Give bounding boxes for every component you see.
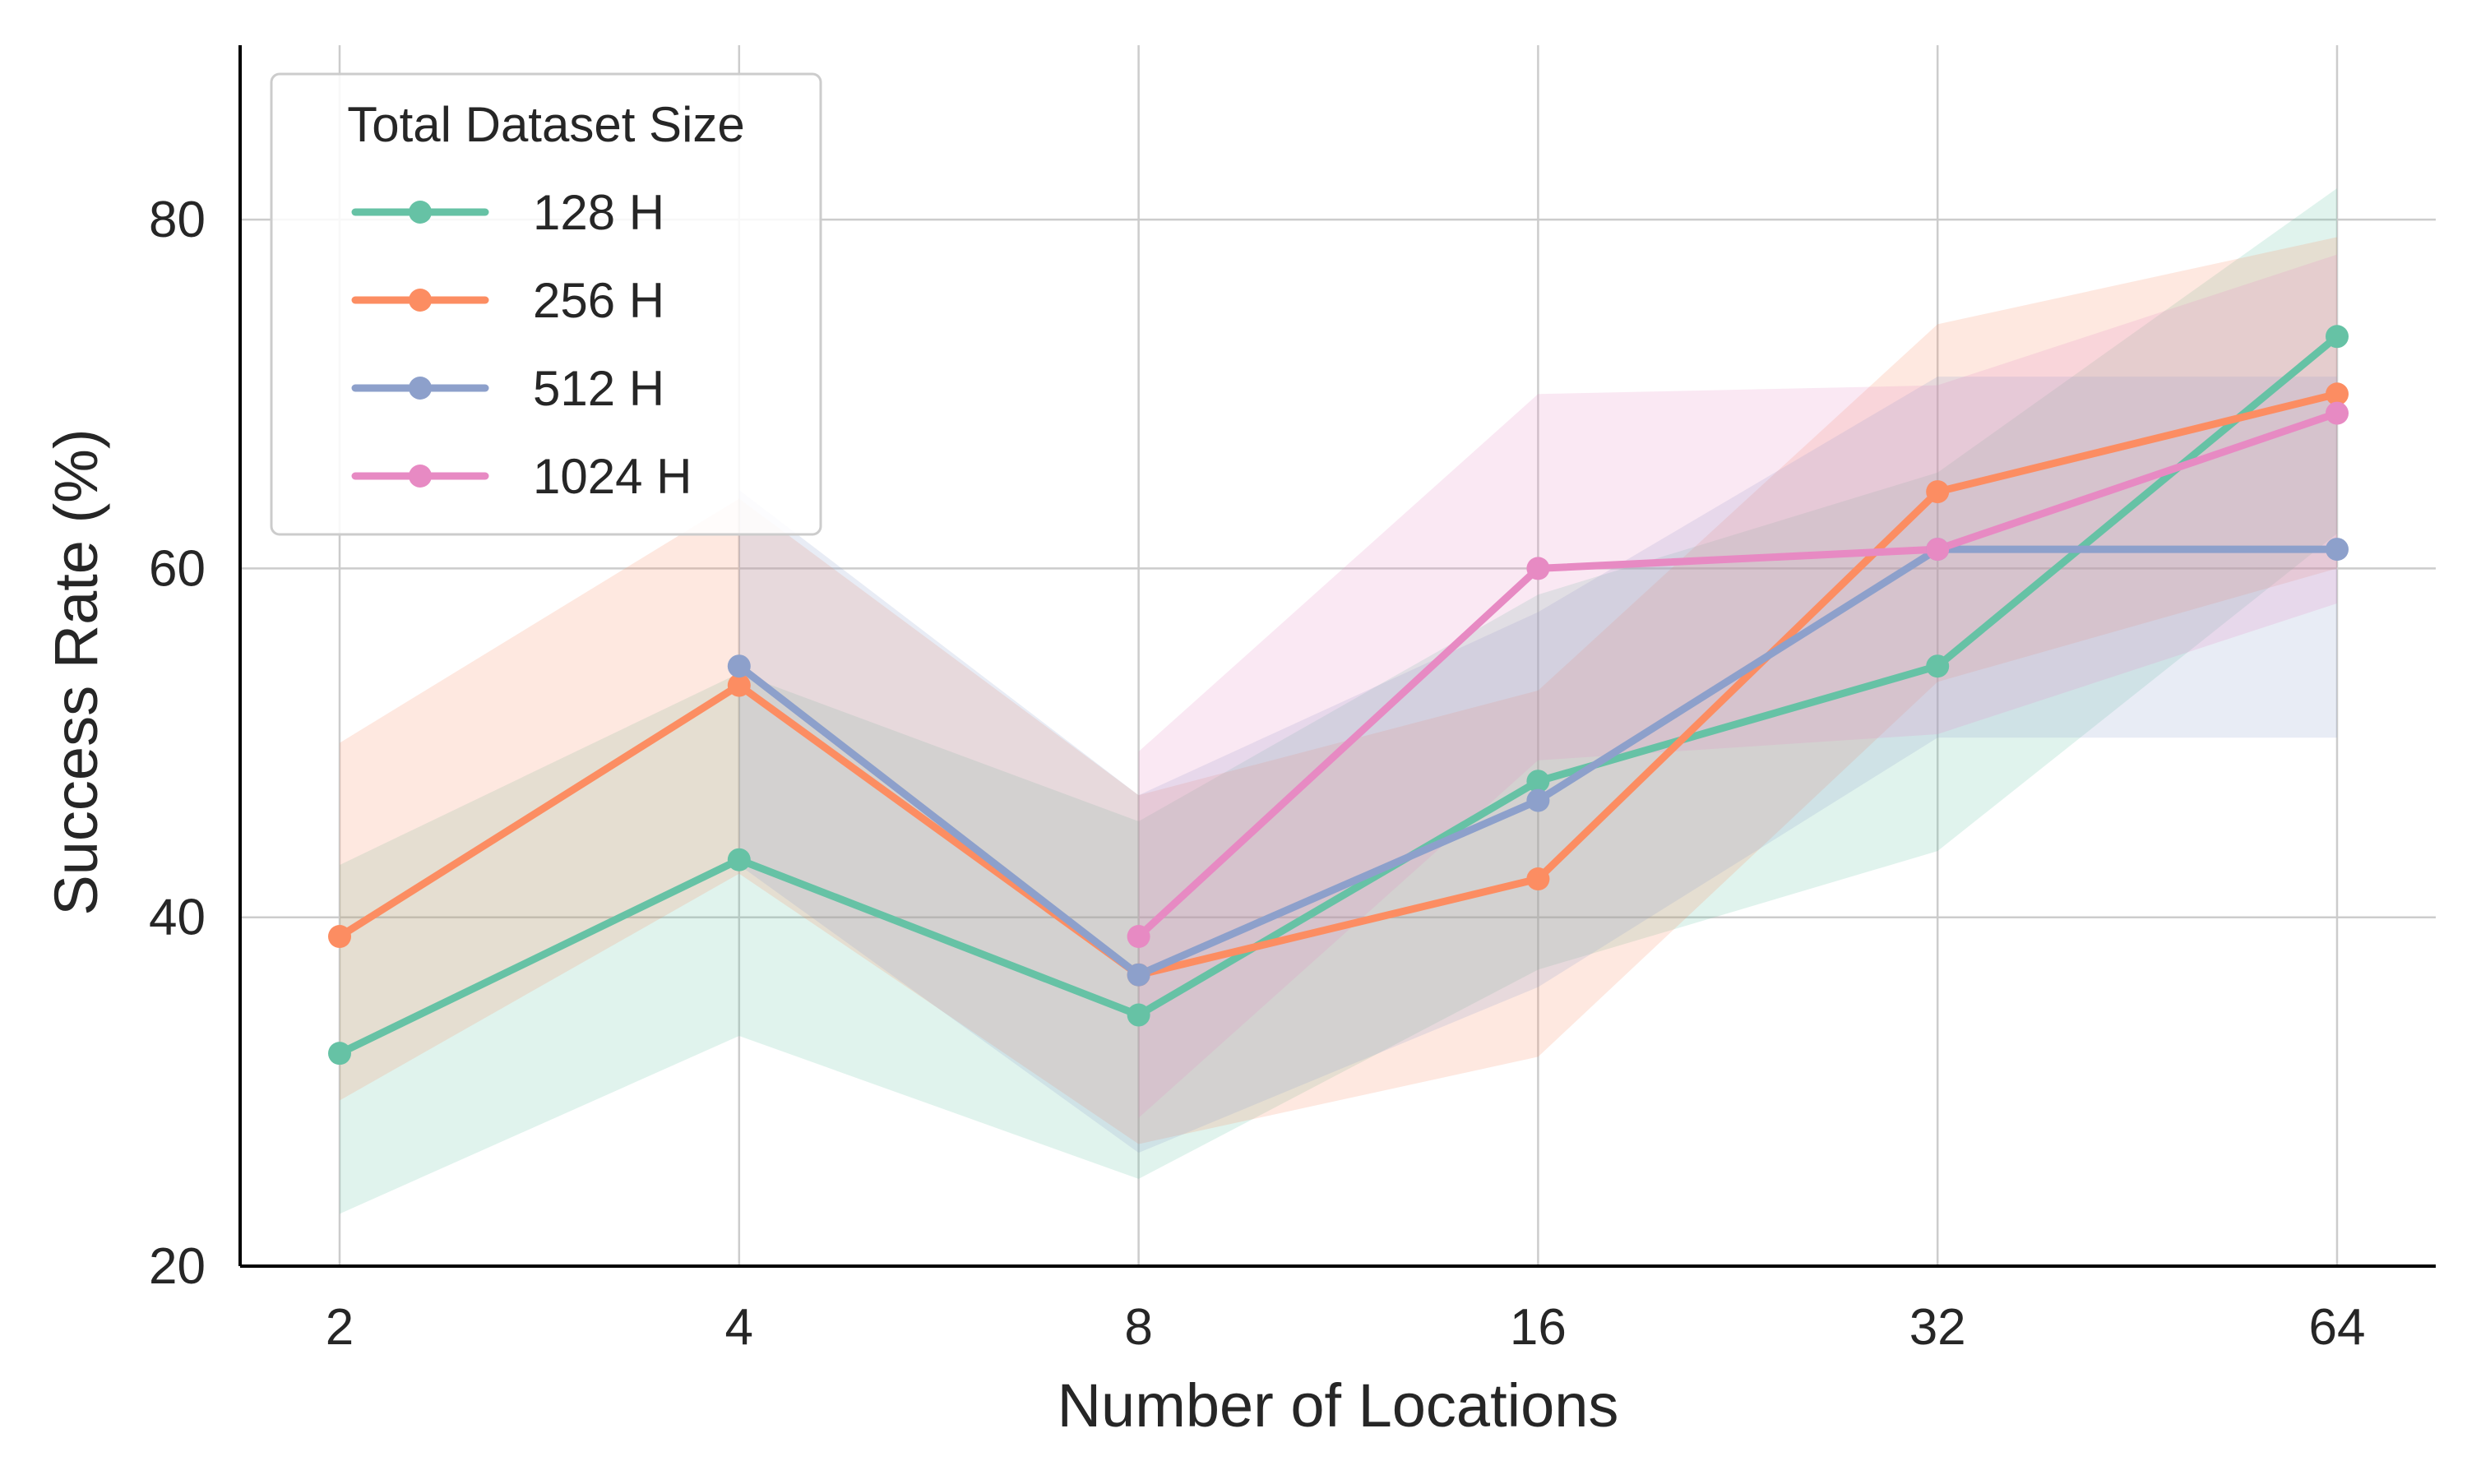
x-tick-label-8: 8 [1124, 1299, 1152, 1356]
point-512-h-64 [2326, 538, 2349, 562]
point-128-h-4 [727, 848, 751, 871]
legend-swatch-marker-128-h [409, 201, 432, 224]
axes [238, 45, 2436, 1268]
series-points [328, 325, 2349, 1066]
legend-swatch-marker-1024-h [409, 465, 432, 488]
tick-labels: 2 4 8 16 32 64 20 40 60 80 [149, 192, 2365, 1356]
x-tick-label-64: 64 [2309, 1299, 2366, 1356]
legend-items: 128 H 256 H 512 H 1024 H [351, 185, 692, 504]
legend-swatch-marker-256-h [409, 289, 432, 312]
point-128-h-2 [328, 1042, 351, 1066]
legend-label-1024-h: 1024 H [533, 449, 692, 504]
band-512-h [738, 377, 2337, 1153]
y-tick-label-40: 40 [149, 890, 206, 946]
legend-label-512-h: 512 H [533, 361, 664, 416]
point-256-h-2 [328, 925, 351, 949]
point-1024-h-32 [1926, 538, 1950, 562]
x-axis-title: Number of Locations [1058, 1371, 1619, 1440]
legend-box [270, 72, 822, 536]
legend-title: Total Dataset Size [347, 97, 745, 152]
point-256-h-16 [1526, 867, 1550, 891]
legend-label-128-h: 128 H [533, 185, 664, 240]
point-256-h-4 [727, 673, 751, 697]
point-1024-h-8 [1127, 925, 1150, 949]
point-512-h-16 [1526, 788, 1550, 812]
series-line-128-h [336, 332, 2341, 1057]
band-256-h [340, 237, 2337, 1144]
legend-swatch-marker-512-h [409, 377, 432, 400]
x-tick-label-2: 2 [326, 1299, 354, 1356]
x-tick-label-4: 4 [725, 1299, 753, 1356]
point-1024-h-16 [1526, 557, 1550, 580]
y-tick-label-80: 80 [149, 192, 206, 248]
point-128-h-64 [2326, 325, 2349, 349]
series-line-1024-h [1135, 409, 2341, 941]
legend-label-256-h: 256 H [533, 273, 664, 328]
point-128-h-16 [1526, 770, 1550, 793]
y-tick-label-20: 20 [149, 1238, 206, 1295]
point-1024-h-64 [2326, 401, 2349, 425]
point-512-h-4 [727, 654, 751, 678]
point-512-h-8 [1127, 963, 1150, 987]
x-tick-label-32: 32 [1909, 1299, 1966, 1356]
series-lines [336, 332, 2341, 1057]
legend: Total Dataset Size 128 H 256 H 512 H 1024 H [270, 72, 822, 536]
y-tick-label-60: 60 [149, 540, 206, 597]
x-tick-label-16: 16 [1510, 1299, 1567, 1356]
point-256-h-32 [1926, 480, 1950, 504]
band-128-h [340, 187, 2337, 1214]
series-line-256-h [336, 390, 2341, 979]
point-128-h-8 [1127, 1003, 1150, 1027]
point-256-h-64 [2326, 382, 2349, 406]
y-axis-title: Success Rate (%) [42, 428, 110, 915]
point-128-h-32 [1926, 654, 1950, 678]
